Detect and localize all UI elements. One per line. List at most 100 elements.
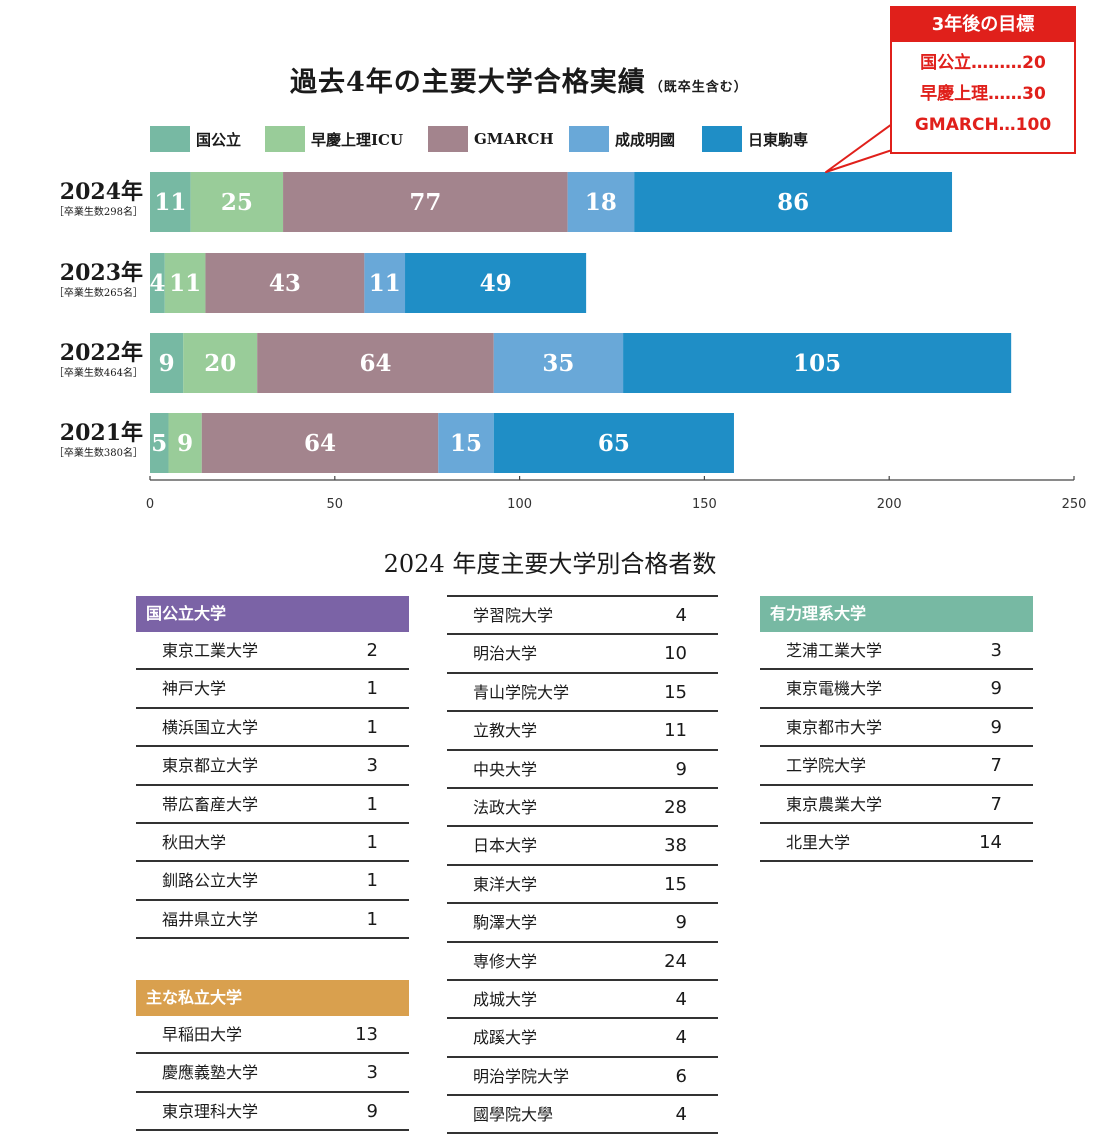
university-name: 國學院大學 [473,1105,554,1125]
university-name: 横浜国立大学 [162,717,259,737]
bar-value-label: 43 [269,270,301,297]
bar-value-label: 49 [480,270,512,297]
national-universities-table: 国公立大学 東京工業大学 2 神戸大学 1 横浜国立大学 1 東京都立大学 3 帯広畜産大学 1 秋田… [136,596,409,940]
table-row: 釧路公立大学 1 [136,862,409,901]
pass-count: 4 [675,1104,687,1126]
pass-count: 4 [675,988,687,1010]
target-callout-pointer [825,123,893,173]
table-row: 明治大学 10 [447,635,718,674]
university-name: 日本大学 [473,836,538,856]
legend-swatch [265,126,305,152]
university-name: 青山学院大学 [473,682,570,702]
pass-count: 1 [366,870,378,892]
private-universities-table: 主な私立大学 早稲田大学 13 慶應義塾大学 3 東京理科大学 9 [136,980,409,1132]
chart-title: 過去4年の主要大学合格実績 （既卒生含む） [290,60,748,99]
bar-segment [623,333,1012,393]
pass-count: 1 [366,793,378,815]
table-row: 立教大学 11 [447,712,718,751]
table-row: 芝浦工業大学 3 [760,632,1033,671]
chart-subtitle: （既卒生含む） [649,80,748,95]
table-row: 慶應義塾大学 3 [136,1054,409,1093]
university-name: 北里大学 [786,832,851,852]
table-row: 工学院大学 7 [760,747,1033,786]
category-header: 主な私立大学 [136,980,409,1016]
bar-value-label: 25 [221,189,253,216]
bar-value-label: 11 [154,189,186,216]
pass-count: 1 [366,716,378,738]
science-universities-table: 有力理系大学 芝浦工業大学 3 東京電機大学 9 東京都市大学 9 工学院大学 7 東京農業大学 7… [760,596,1033,863]
bar-value-label: 86 [777,189,809,216]
graduate-count-label: ［卒業生数380名］ [54,446,143,459]
table-row: 帯広畜産大学 1 [136,786,409,824]
legend-label: 国公立 [196,130,242,149]
table-row: 東京農業大学 7 [760,786,1033,824]
university-name: 成城大学 [473,989,538,1009]
university-name: 東京都市大学 [786,717,883,737]
university-name: 学習院大学 [473,606,554,625]
pass-count: 9 [366,1100,378,1122]
pass-count: 38 [664,835,687,857]
table-row: 早稲田大学 13 [136,1016,409,1055]
bar-segment [634,172,953,232]
legend-item: GMARCH [428,126,554,152]
legend-label: 早慶上理ICU [311,130,404,149]
bar-segment [493,333,624,393]
bar-segment [183,333,258,393]
table-row: 成蹊大学 4 [447,1019,718,1058]
x-tick-label: 50 [327,497,344,512]
table-row: 秋田大学 1 [136,824,409,863]
pass-count: 6 [675,1065,687,1087]
target-line-3: GMARCH…100 [914,115,1052,135]
category-header: 有力理系大学 [760,596,1033,632]
table-row: 東京都立大学 3 [136,747,409,786]
bar-segment [364,253,406,313]
pass-count: 14 [979,831,1002,853]
pass-count: 1 [366,831,378,853]
bar-segment [168,413,202,473]
university-name: 早稲田大学 [162,1025,243,1044]
university-name: 芝浦工業大学 [786,641,883,660]
legend-swatch [702,126,742,152]
bar-segment [150,172,191,232]
pass-count: 2 [366,640,378,661]
x-tick-label: 200 [877,497,902,512]
table-row: 神戸大学 1 [136,670,409,709]
pass-count: 4 [675,605,687,626]
pass-count: 3 [366,755,378,777]
university-name: 立教大学 [473,721,538,741]
x-tick-label: 250 [1062,497,1087,512]
legend-label: 日東駒専 [748,130,809,149]
university-name: 明治学院大学 [473,1066,570,1086]
university-name: 法政大学 [473,797,538,817]
legend-item: 早慶上理ICU [265,126,403,152]
university-name: 釧路公立大学 [162,871,259,891]
university-name: 東京電機大学 [786,679,883,699]
university-name: 工学院大学 [786,756,867,776]
legend-swatch [569,126,609,152]
bar-segment [201,413,439,473]
university-name: 神戸大学 [162,679,227,699]
table-row: 東京工業大学 2 [136,632,409,671]
bar-value-label: 64 [359,350,391,377]
pass-count: 24 [664,950,687,972]
year-label: 2024年 [60,179,143,205]
table-row: 明治学院大学 6 [447,1058,718,1097]
pass-count: 3 [366,1062,378,1084]
university-name: 駒澤大学 [473,913,538,933]
pass-count: 7 [990,793,1002,815]
university-name: 福井県立大学 [162,909,259,929]
pass-count: 10 [664,643,687,665]
table-row: 日本大学 38 [447,827,718,866]
table-row: 東京理科大学 9 [136,1093,409,1132]
bar-segment [205,253,365,313]
bar-segment [493,413,734,473]
year-label: 2022年 [60,340,143,366]
pass-count: 4 [675,1027,687,1049]
legend-label: 成成明國 [615,130,676,149]
table-row: 中央大学 9 [447,751,718,789]
pass-count: 1 [366,678,378,700]
table-row: 専修大学 24 [447,943,718,981]
university-name: 明治大学 [473,644,538,664]
bar-value-label: 11 [169,270,201,297]
pass-count: 1 [366,908,378,930]
